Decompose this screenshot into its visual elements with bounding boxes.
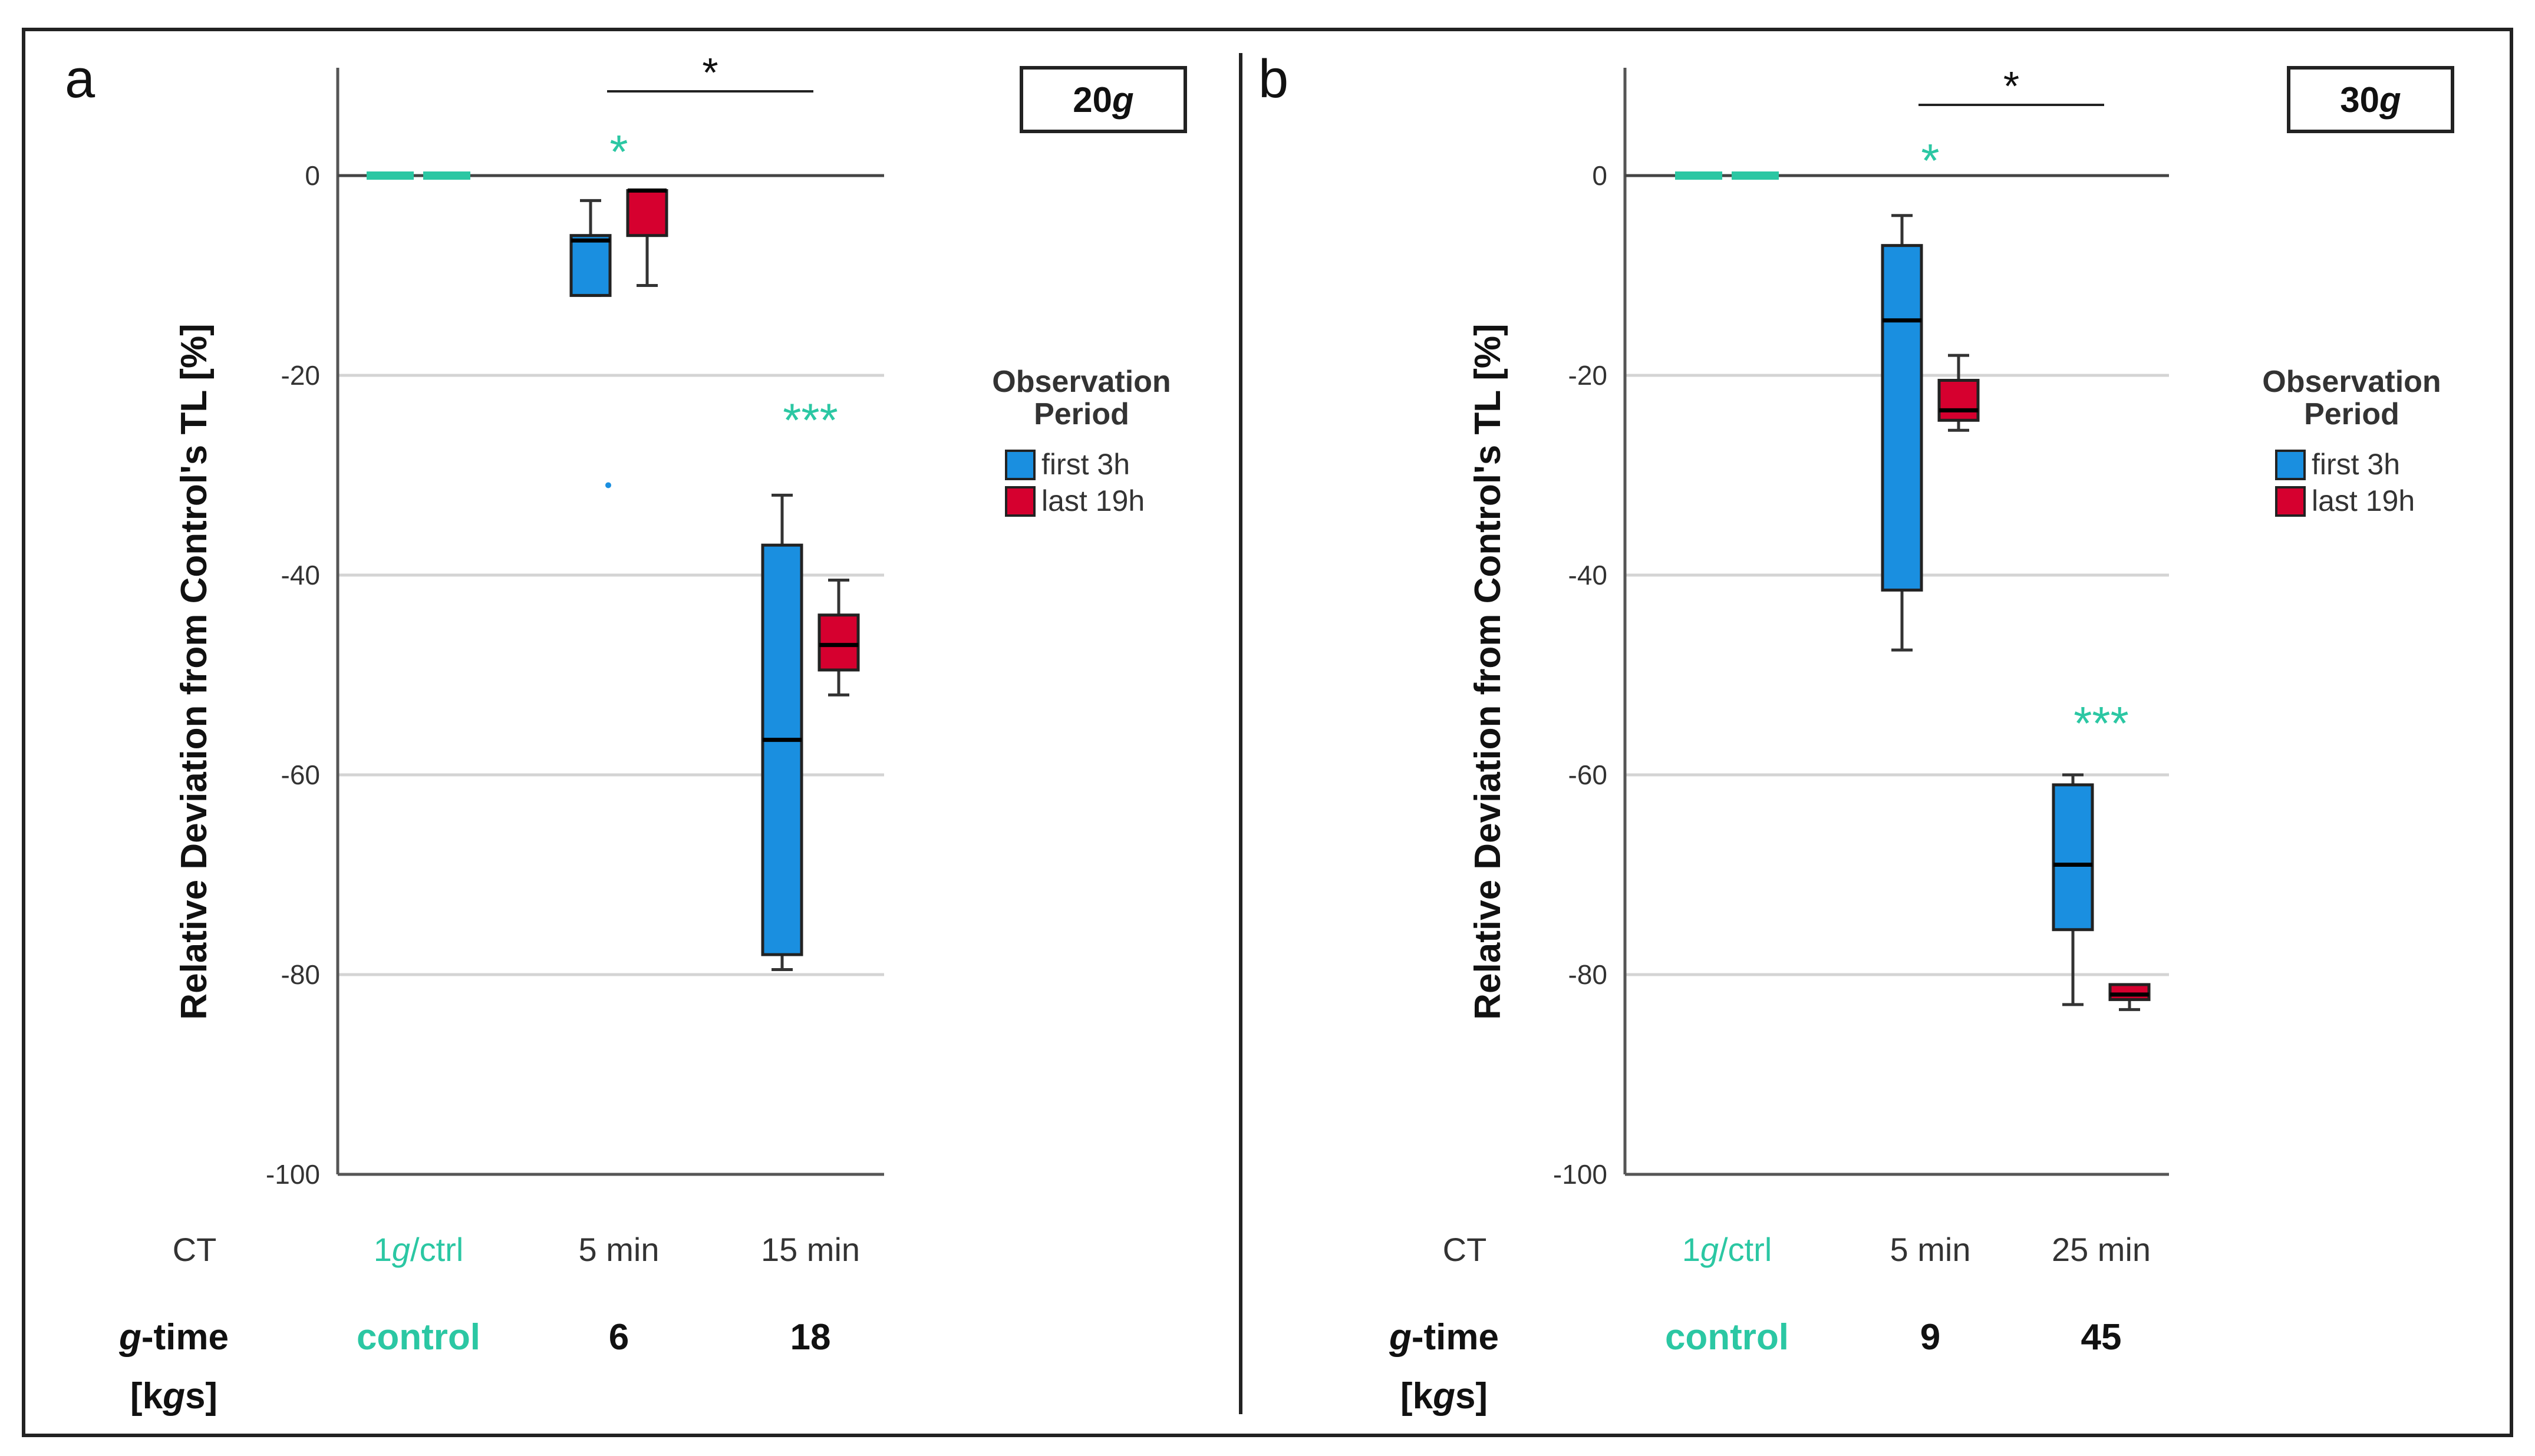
legend-swatch	[2275, 450, 2306, 480]
y-tick-label: -60	[1568, 760, 1607, 790]
legend-swatch	[1005, 486, 1036, 517]
y-tick-label: -40	[1568, 560, 1607, 590]
row-label-unit-close: s]	[1455, 1376, 1488, 1417]
row-label-unit: [kgs]	[130, 1376, 217, 1417]
row-label-unit: [kgs]	[1400, 1376, 1488, 1417]
legend-title-line1: Observation	[2262, 365, 2441, 399]
legend-entry-label: last 19h	[2312, 484, 2415, 517]
control-dash	[423, 171, 470, 180]
box-first-3h	[569, 234, 612, 297]
row-label-unit-open: [k	[130, 1376, 163, 1417]
y-axis-label: Relative Deviation from Control's TL [%]	[174, 323, 215, 1019]
row-label-unit-close: s]	[185, 1376, 217, 1417]
y-tick-label: 0	[1592, 160, 1607, 191]
legend-entry-label: last 19h	[1041, 484, 1145, 517]
box-first-3h	[761, 543, 803, 956]
row-label-gtime-italic: g	[1389, 1317, 1412, 1358]
box-first-3h	[1881, 244, 1923, 592]
ct-italic: g	[1700, 1231, 1719, 1268]
g-level-label: 30g	[2340, 80, 2401, 120]
x-category-ct-label: 1g/ctrl	[374, 1231, 464, 1268]
row-label-unit-open: [k	[1400, 1376, 1433, 1417]
box-last-19h	[1937, 378, 1980, 422]
row-label-gtime-rest: -time	[141, 1317, 229, 1358]
legend-title-line1: Observation	[992, 365, 1171, 399]
x-category-gtime-label: 18	[790, 1317, 831, 1358]
control-dash	[1732, 171, 1779, 180]
y-tick-label: -100	[1553, 1159, 1607, 1190]
x-category-gtime-label: 6	[609, 1317, 629, 1358]
ct-prefix: 1	[1682, 1231, 1700, 1268]
x-category-ct-label: 1g/ctrl	[1682, 1231, 1772, 1268]
comparison-star: *	[2003, 63, 2019, 109]
row-label-unit-italic: g	[1432, 1376, 1455, 1417]
g-level-label: 20g	[1073, 80, 1133, 120]
figure-frame	[22, 28, 2513, 1437]
x-category-ct-label: 15 min	[761, 1231, 860, 1268]
x-category-gtime-label: 45	[2081, 1317, 2122, 1358]
y-tick-label: -80	[1568, 959, 1607, 990]
x-category-ct-label: 5 min	[579, 1231, 660, 1268]
significance-stars: ***	[783, 394, 838, 446]
x-category-ct-label: 25 min	[2052, 1231, 2151, 1268]
legend-swatch	[2275, 486, 2306, 517]
row-label-gtime: g-time	[118, 1317, 229, 1358]
legend-title-line2: Period	[1034, 397, 1129, 431]
significance-stars: ***	[2074, 697, 2128, 750]
y-tick-label: -80	[281, 959, 320, 990]
control-dash	[1675, 171, 1722, 180]
legend-title-line2: Period	[2304, 397, 2399, 431]
row-label-ct: CT	[173, 1231, 217, 1268]
box-first-3h	[2052, 783, 2094, 932]
y-tick-label: 0	[305, 160, 320, 191]
g-level-box	[1020, 66, 1187, 133]
legend-entry-label: first 3h	[1041, 448, 1130, 481]
g-level-unit: g	[2379, 80, 2401, 120]
box-last-19h	[817, 613, 860, 672]
significance-stars: *	[1921, 134, 1939, 187]
y-tick-label: -20	[281, 360, 320, 391]
x-category-gtime-label: control	[1665, 1317, 1789, 1358]
box-last-19h	[626, 189, 668, 237]
ct-suffix: /ctrl	[410, 1231, 463, 1268]
panel-letter: a	[65, 49, 95, 109]
ct-suffix: /ctrl	[1719, 1231, 1772, 1268]
row-label-gtime-rest: -time	[1412, 1317, 1499, 1358]
ct-prefix: 1	[374, 1231, 392, 1268]
ct-italic: g	[392, 1231, 410, 1268]
control-dash	[367, 171, 414, 180]
g-level-box	[2287, 66, 2454, 133]
y-tick-label: -40	[281, 560, 320, 590]
outlier-point	[605, 482, 611, 488]
panel-b: b 0 -20 -40 -60 -80 -100 Relative Deviation fro…	[1258, 49, 2454, 1417]
panel-a: a 0 -20 -40 -60 -80 -100 Relative Deviation fro…	[65, 49, 1187, 1417]
g-level-unit: g	[1112, 80, 1134, 120]
y-tick-label: -20	[1568, 360, 1607, 391]
comparison-star: *	[702, 49, 718, 95]
y-tick-label: -100	[266, 1159, 320, 1190]
x-category-gtime-label: 9	[1920, 1317, 1940, 1358]
g-level-number: 20	[1073, 80, 1112, 120]
row-label-gtime: g-time	[1389, 1317, 1499, 1358]
row-label-ct: CT	[1443, 1231, 1487, 1268]
y-tick-label: -60	[281, 760, 320, 790]
x-category-gtime-label: control	[357, 1317, 480, 1358]
legend-entry-label: first 3h	[2312, 448, 2400, 481]
row-label-gtime-italic: g	[118, 1317, 141, 1358]
panel-letter: b	[1258, 49, 1288, 109]
significance-stars: *	[609, 126, 628, 178]
row-label-unit-italic: g	[162, 1376, 185, 1417]
g-level-number: 30	[2340, 80, 2379, 120]
legend-swatch	[1005, 450, 1036, 480]
x-category-ct-label: 5 min	[1890, 1231, 1971, 1268]
y-axis-label: Relative Deviation from Control's TL [%]	[1468, 323, 1508, 1019]
box-last-19h	[2108, 983, 2151, 1001]
